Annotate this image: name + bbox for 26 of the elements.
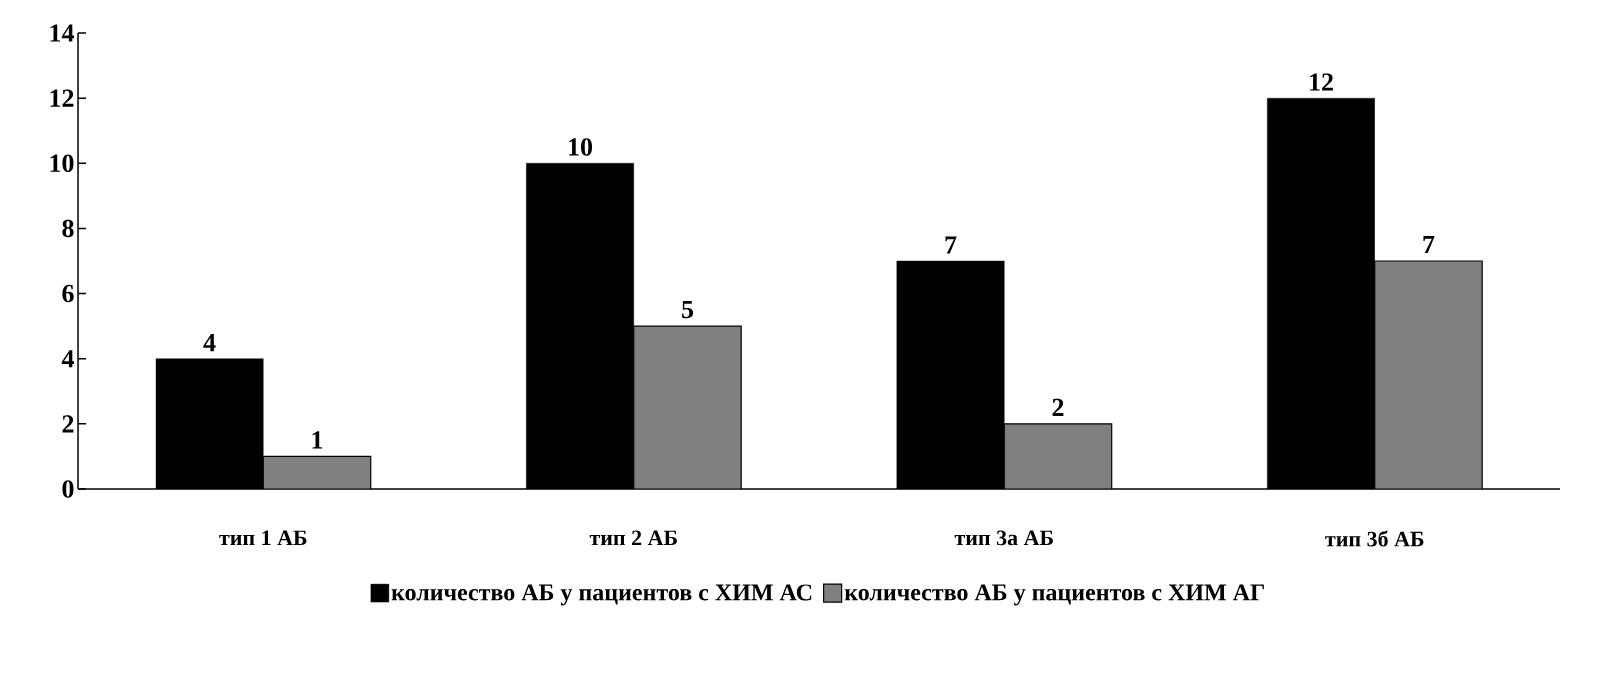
legend-label: количество АБ у пациентов с ХИМ АС	[391, 584, 812, 606]
y-tick-label: 0	[62, 480, 74, 498]
data-label: 7	[1423, 236, 1435, 254]
data-label: 1	[312, 431, 323, 449]
data-label: 2	[1052, 398, 1064, 416]
bar	[633, 325, 742, 489]
bar	[1003, 423, 1113, 489]
y-tick-label: 6	[62, 284, 74, 303]
data-label: 5	[682, 300, 694, 319]
bar	[262, 455, 372, 489]
data-label: 10	[569, 138, 593, 156]
y-tick-label: 10	[50, 154, 74, 173]
y-tick-label: 8	[62, 219, 74, 238]
x-tick-label: тип 3б АБ	[1325, 530, 1424, 547]
y-tick-label: 4	[61, 350, 74, 368]
data-label: 12	[1310, 73, 1333, 91]
x-tick-label: тип 2 АБ	[589, 530, 677, 546]
y-tick-label: 14	[50, 24, 74, 42]
data-label: 4	[203, 334, 216, 352]
bar	[1374, 260, 1483, 489]
x-tick-label: тип 3а АБ	[954, 530, 1053, 546]
y-tick-label: 12	[50, 89, 74, 107]
legend-label: количество АБ у пациентов с ХИМ АГ	[844, 584, 1264, 606]
data-label: 7	[945, 236, 957, 254]
y-tick-label: 2	[62, 415, 74, 433]
x-tick-label: тип 1 АБ	[219, 530, 307, 546]
